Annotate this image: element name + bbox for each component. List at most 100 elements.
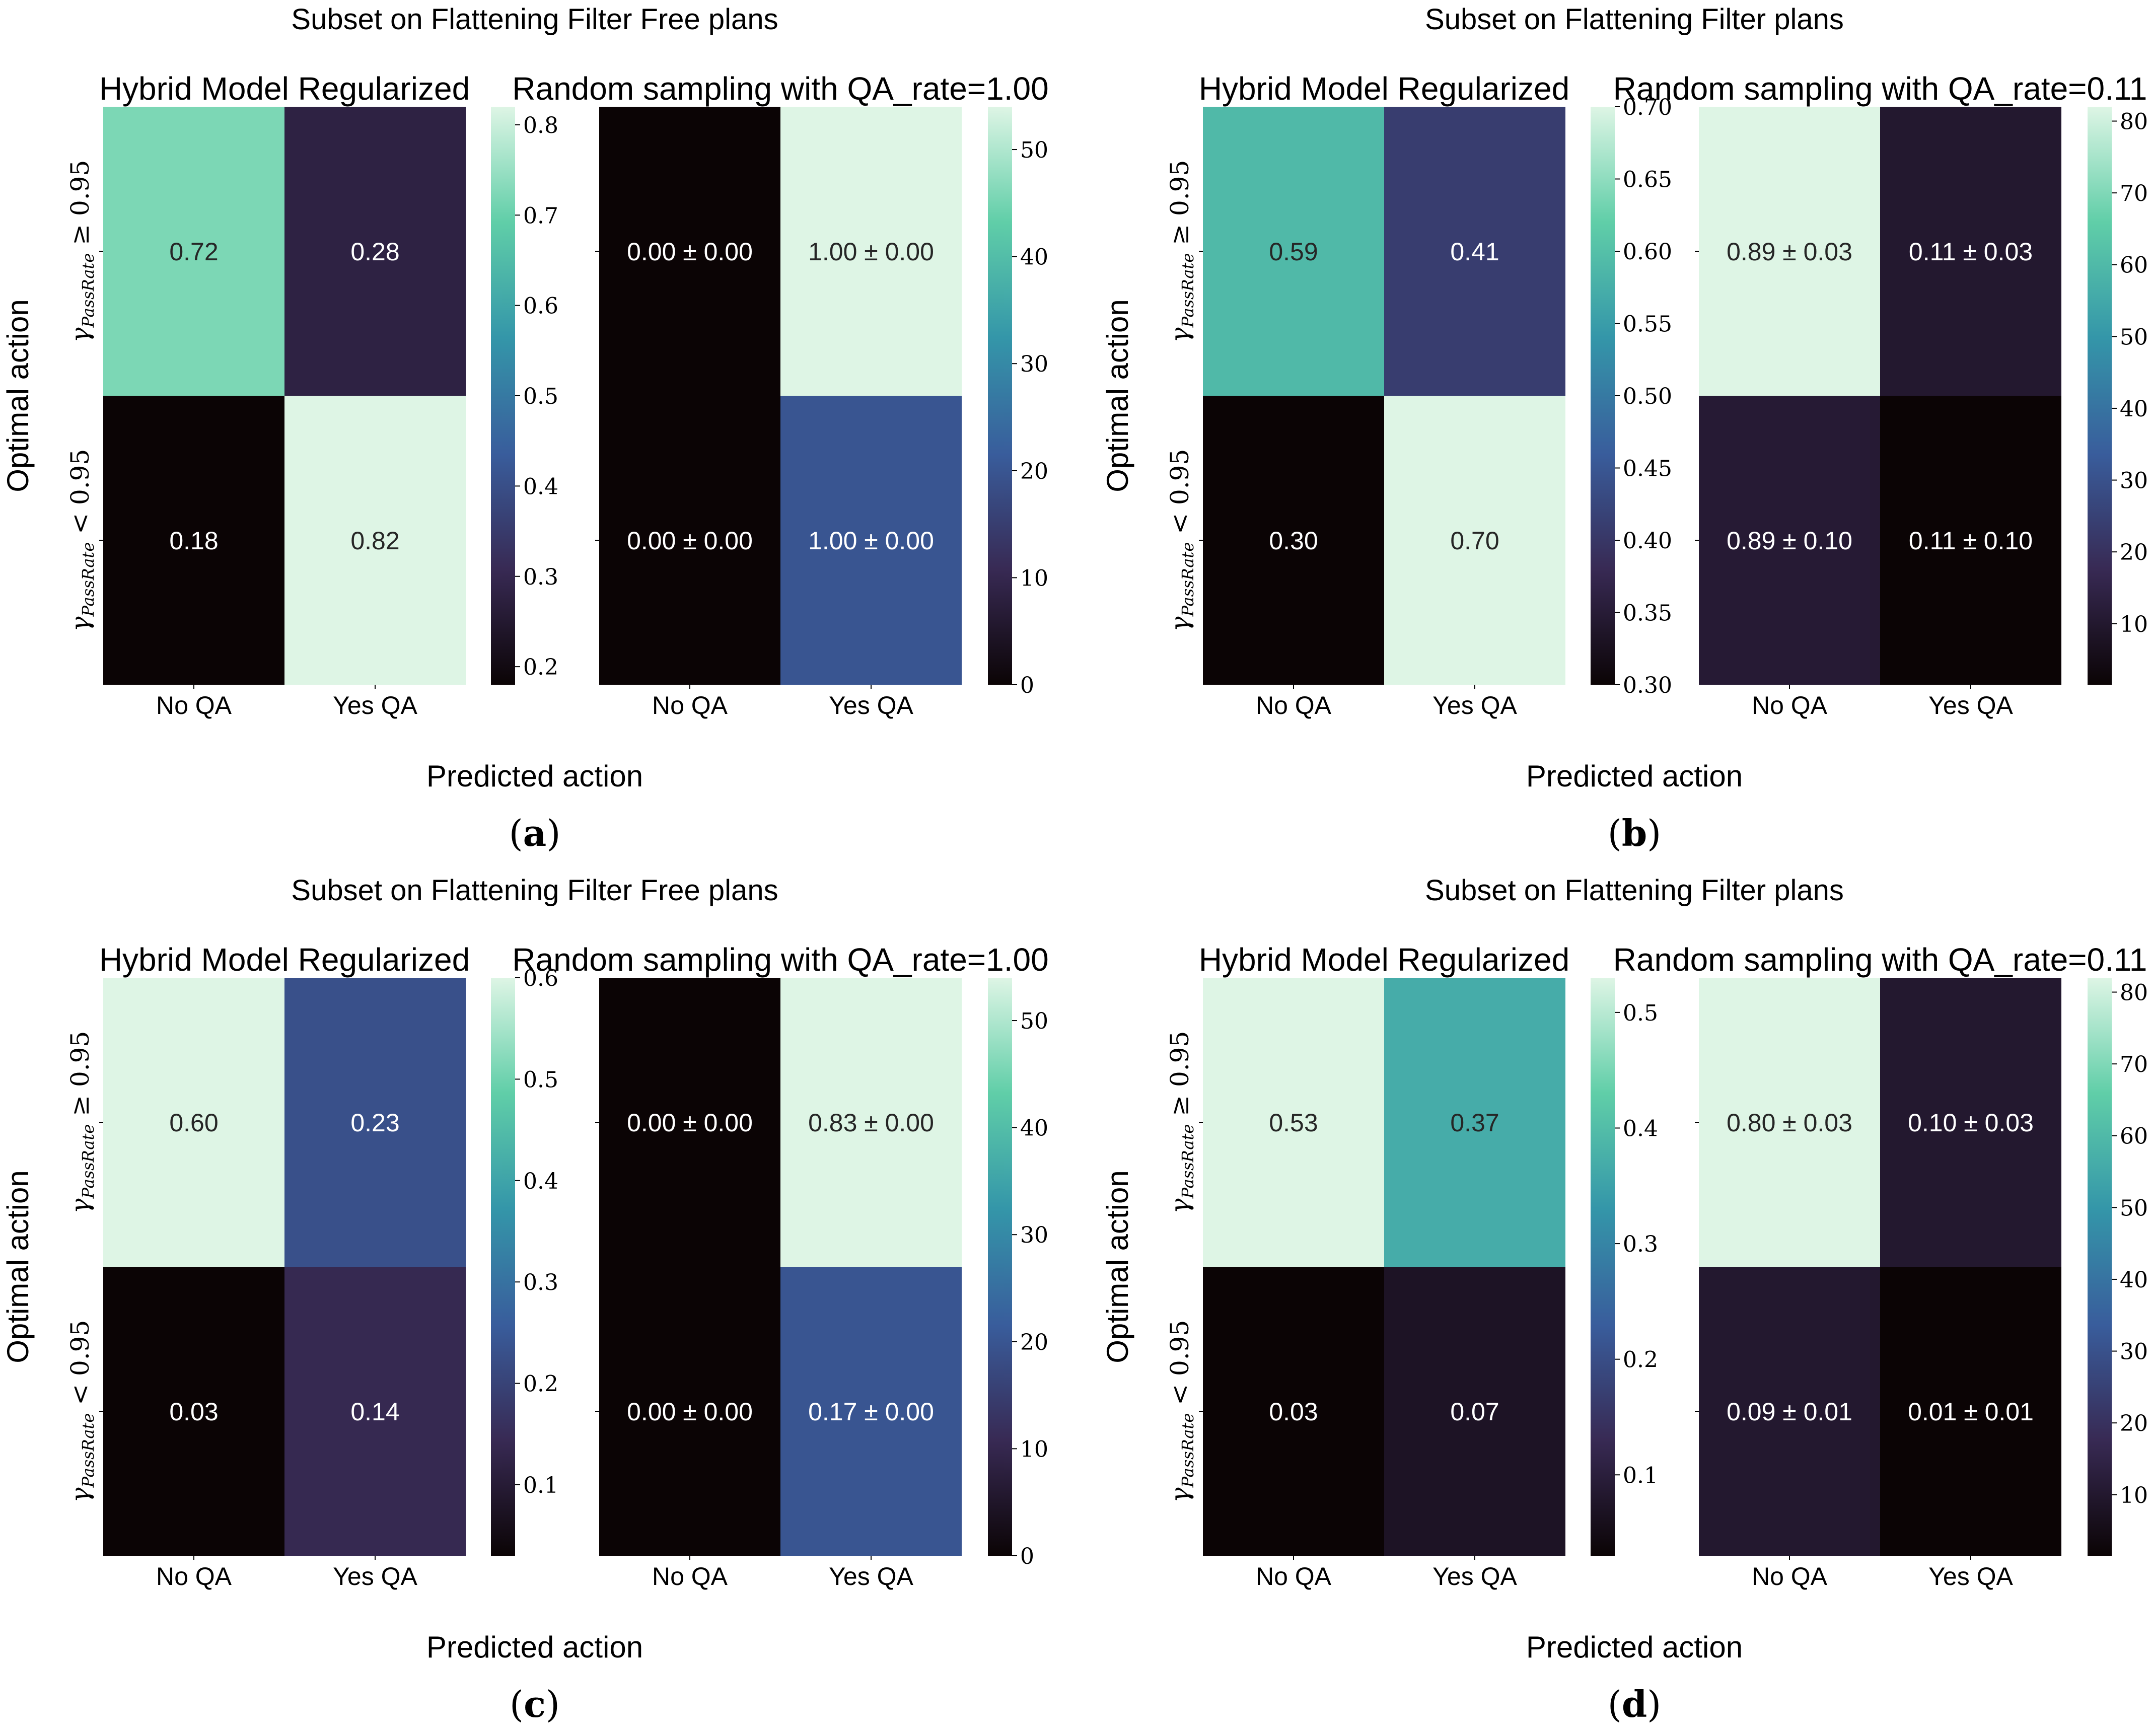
heatmap-cell [1203,107,1384,396]
colorbar-tick-label: 0.1 [1623,1463,1658,1488]
panel-letter: (c) [510,1683,560,1725]
colorbar-tick-label: 40 [1020,1116,1048,1141]
x-axis-label: Predicted action [426,1630,643,1664]
colorbar-tick-label: 30 [1020,1222,1048,1248]
heatmap-cell [284,107,466,396]
colorbar [988,978,1012,1556]
colorbar-tick-label: 60 [2120,253,2148,278]
heatmap-cell [1699,396,1880,685]
colorbar-tick-label: 30 [2120,468,2148,494]
heatmap-cell [1880,107,2061,396]
heatmap-title: Random sampling with QA_rate=1.00 [512,70,1048,107]
x-tick-label: Yes QA [1928,1562,2013,1590]
colorbar-tick-label: 30 [1020,351,1048,377]
heatmap-hybrid: Hybrid Model Regularized 0.60 0.23 0.03 0.14… [99,942,558,1590]
panel-title: Subset on Flattening Filter plans [1425,874,1844,907]
panel-c: Subset on Flattening Filter Free plans Hy… [1,874,1049,1725]
cell-annotation: 0.28 [350,238,399,266]
cell-annotation: 0.30 [1269,527,1318,555]
heatmap-cell [103,1267,284,1556]
heatmap-title: Hybrid Model Regularized [99,942,470,978]
colorbar-tick-label: 50 [1020,137,1048,163]
cell-annotation: 0.53 [1269,1109,1318,1137]
panel-title: Subset on Flattening Filter plans [1425,3,1844,36]
colorbar-tick-label: 0.7 [523,203,558,229]
x-tick-label: No QA [156,691,232,719]
colorbar-tick-label: 0.4 [1623,1116,1658,1141]
heatmap-cell [1699,107,1880,396]
heatmap-cell [103,107,284,396]
heatmap-cell [780,1267,962,1556]
heatmap-cell [599,978,780,1267]
heatmap-cell [1203,978,1384,1267]
heatmap-cell [599,396,780,685]
cell-annotation: 1.00 ± 0.00 [808,527,934,555]
colorbar-tick-label: 50 [2120,324,2148,350]
colorbar-tick-label: 0.4 [523,1169,558,1194]
x-tick-label: No QA [652,1562,728,1590]
cell-annotation: 0.80 ± 0.03 [1727,1109,1852,1137]
cell-annotation: 0.07 [1450,1398,1499,1426]
x-axis-label: Predicted action [426,759,643,793]
colorbar-tick-label: 0.2 [523,655,558,680]
panel-letter: (b) [1608,812,1662,854]
colorbar-tick-label: 10 [2120,612,2148,637]
cell-annotation: 0.41 [1450,238,1499,266]
heatmap-cell [103,396,284,685]
colorbar-tick-label: 10 [2120,1483,2148,1508]
heatmap-random: Random sampling with QA_rate=0.11 0.89 ± … [1613,70,2148,719]
row-label-ge: γPassRate ≥ 0.95 [1165,1031,1197,1214]
colorbar [2088,107,2112,685]
x-axis-label: Predicted action [1526,1630,1743,1664]
heatmap-random: Random sampling with QA_rate=0.11 0.80 ± … [1613,942,2148,1590]
row-label-lt-text: γPassRate < 0.95 [1165,1320,1197,1503]
cell-annotation: 0.82 [350,527,399,555]
row-label-ge-text: γPassRate ≥ 0.95 [1165,1031,1197,1214]
colorbar-tick-label: 0.8 [523,113,558,138]
heatmap-cell [780,978,962,1267]
cell-annotation: 0.03 [169,1398,218,1426]
x-tick-label: No QA [1256,691,1332,719]
cell-annotation: 0.23 [350,1109,399,1137]
panel-title: Subset on Flattening Filter Free plans [291,3,778,36]
y-axis-label: Optimal action [1,299,35,492]
y-axis-label: Optimal action [1,1170,35,1363]
colorbar-tick-label: 0.50 [1623,384,1672,409]
colorbar-tick-label: 0.5 [523,1067,558,1093]
y-axis-label: Optimal action [1101,299,1134,492]
heatmap-title: Hybrid Model Regularized [1199,942,1569,978]
row-label-lt-text: γPassRate < 0.95 [65,1320,98,1503]
x-tick-label: Yes QA [333,1562,417,1590]
panel-b: Subset on Flattening Filter plans Hybrid … [1101,3,2148,854]
colorbar-tick-label: 0.1 [523,1473,558,1498]
cell-annotation: 0.70 [1450,527,1499,555]
heatmap-cell [780,107,962,396]
colorbar-tick-label: 80 [2120,980,2148,1006]
heatmap-hybrid: Hybrid Model Regularized 0.59 0.41 0.30 0.70… [1199,70,1672,719]
heatmap-hybrid: Hybrid Model Regularized 0.53 0.37 0.03 0.07… [1199,942,1658,1590]
panel-d: Subset on Flattening Filter plans Hybrid … [1101,874,2148,1725]
colorbar-tick-label: 30 [2120,1339,2148,1365]
x-tick-label: Yes QA [829,691,913,719]
panel-title: Subset on Flattening Filter Free plans [291,874,778,907]
heatmap-title: Random sampling with QA_rate=0.11 [1613,70,2147,107]
colorbar-tick-label: 0.2 [523,1371,558,1397]
x-tick-label: No QA [652,691,728,719]
heatmap-cell [1384,396,1565,685]
heatmap-cell [1384,978,1565,1267]
cell-annotation: 0.17 ± 0.00 [808,1398,934,1426]
heatmap-cell [284,396,466,685]
row-label-lt-text: γPassRate < 0.95 [65,449,98,632]
heatmap-cell [1203,396,1384,685]
heatmap-cell [1384,107,1565,396]
cell-annotation: 0.00 ± 0.00 [627,527,753,555]
x-tick-label: No QA [1752,1562,1828,1590]
colorbar-tick-label: 0.5 [1623,1000,1658,1026]
colorbar-tick-label: 10 [1020,1436,1048,1462]
row-label-lt: γPassRate < 0.95 [65,1320,98,1503]
heatmap-cell [599,107,780,396]
x-tick-label: No QA [156,1562,232,1590]
colorbar-tick-label: 0 [1020,673,1034,698]
cell-annotation: 0.11 ± 0.10 [1909,527,2033,555]
colorbar [988,107,1012,685]
